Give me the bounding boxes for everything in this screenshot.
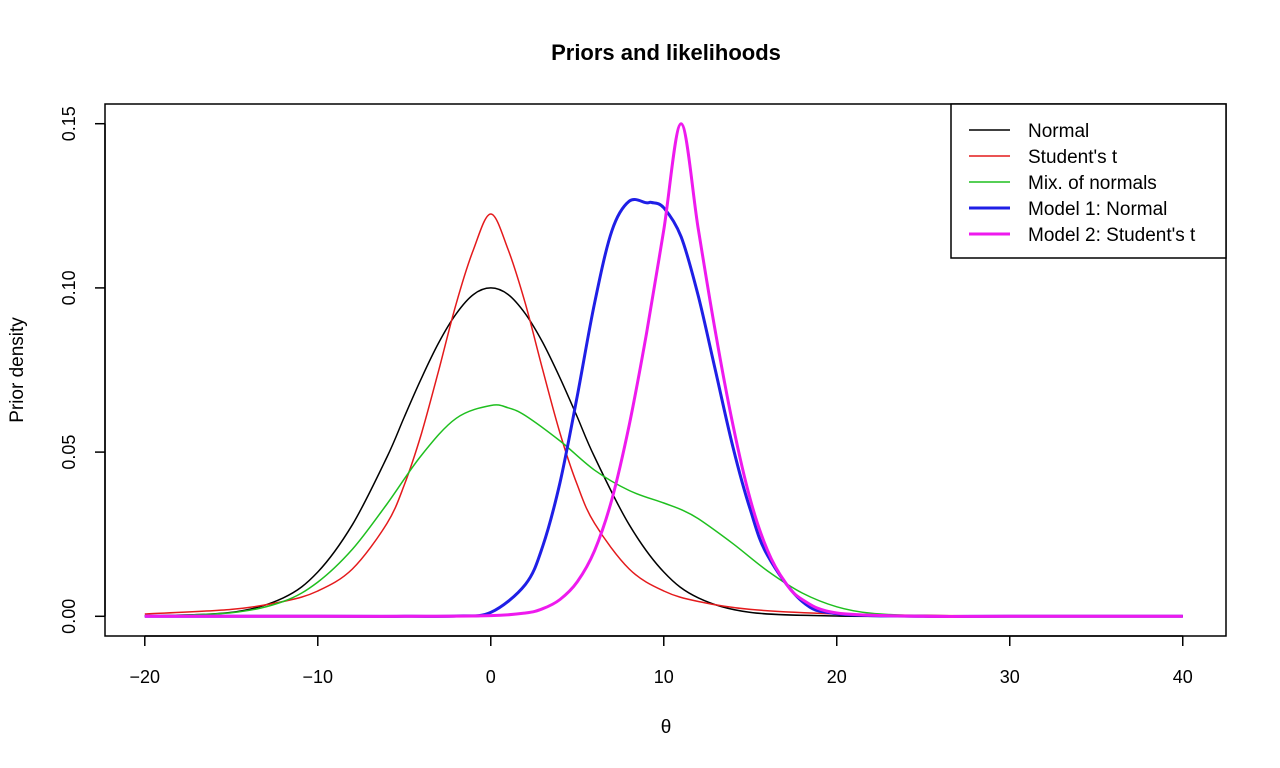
legend-label: Normal (1028, 121, 1089, 142)
x-tick-label: −10 (303, 667, 334, 687)
series-line-4 (144, 197, 1183, 618)
y-tick-label: 0.00 (59, 599, 79, 634)
y-tick-label: 0.10 (59, 270, 79, 305)
plot-area (144, 122, 1183, 619)
x-tick-label: −20 (130, 667, 161, 687)
x-tick-label: 0 (486, 667, 496, 687)
y-axis-label: Prior density (7, 317, 28, 423)
series-line-1 (144, 287, 1183, 618)
x-axis-label: θ (661, 717, 672, 738)
x-tick-label: 20 (827, 667, 847, 687)
y-tick-label: 0.15 (59, 106, 79, 141)
x-tick-label: 30 (1000, 667, 1020, 687)
y-axis: 0.00 0.05 0.10 0.15 (59, 106, 106, 634)
legend-label: Model 2: Student's t (1028, 225, 1196, 246)
chart-title: Priors and likelihoods (551, 40, 781, 65)
y-tick-label: 0.05 (59, 435, 79, 470)
legend-label: Mix. of normals (1028, 173, 1157, 194)
legend-label: Model 1: Normal (1028, 199, 1167, 220)
legend: Normal Student's t Mix. of normals Model 1:… (950, 103, 1227, 259)
x-tick-label: 10 (654, 667, 674, 687)
series-line-2 (144, 213, 1183, 618)
series-line-5 (144, 122, 1183, 619)
x-tick-label: 40 (1173, 667, 1193, 687)
series-line-3 (144, 404, 924, 617)
legend-label: Student's t (1028, 147, 1118, 168)
x-axis: −20 −10 0 10 20 30 40 (130, 635, 1193, 687)
